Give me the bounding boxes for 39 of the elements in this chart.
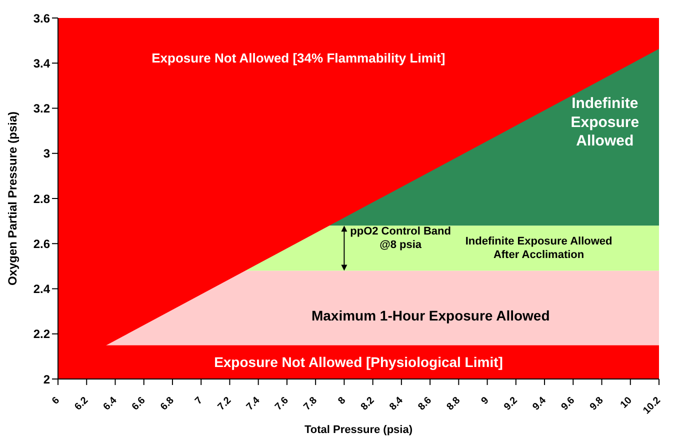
x-tick-label: 7.4 (244, 394, 263, 413)
band-label: Maximum 1-Hour Exposure Allowed (311, 307, 550, 324)
x-tick-label: 7.2 (216, 394, 234, 413)
annotation: ppO2 Control Band @8 psia (350, 225, 451, 252)
x-axis-title: Total Pressure (psia) (304, 424, 413, 436)
x-tick-label: 6.4 (102, 394, 120, 413)
x-tick-label: 9.6 (559, 394, 578, 413)
y-tick-label: 3.4 (33, 56, 50, 70)
x-tick-label: 9.2 (502, 394, 520, 413)
x-tick-label: 10.2 (641, 394, 664, 417)
y-tick-label: 3.2 (33, 102, 50, 116)
band-label: Indefinite Exposure Allowed After Acclimation (465, 235, 612, 262)
band-label: Indefinite Exposure Allowed (570, 94, 640, 150)
x-tick-label: 8.8 (444, 394, 463, 413)
y-tick-label: 2.4 (33, 282, 50, 296)
x-tick-label: 8.2 (359, 394, 378, 413)
y-tick-label: 3 (43, 146, 50, 161)
x-tick-label: 6 (50, 394, 62, 407)
x-tick-label: 9 (479, 394, 492, 407)
y-tick-label: 2 (43, 372, 50, 386)
x-tick-label: 9.8 (588, 394, 606, 413)
x-tick-label: 10 (618, 394, 635, 411)
x-tick-label: 6.2 (72, 394, 91, 413)
x-tick-label: 8.6 (416, 394, 434, 413)
x-tick-label: 6.8 (158, 394, 177, 413)
x-tick-label: 7.8 (302, 394, 320, 413)
annotation: Exposure Not Allowed [34% Flammability Limit] (152, 50, 446, 66)
band-label: Exposure Not Allowed [Physiological Limit] (214, 354, 503, 370)
y-tick-label: 2.2 (33, 327, 50, 342)
x-tick-label: 7 (193, 394, 206, 407)
x-tick-label: 8 (336, 394, 348, 407)
x-tick-label: 7.6 (273, 394, 292, 413)
y-tick-label: 2.8 (33, 192, 50, 206)
x-tick-label: 9.4 (530, 394, 549, 413)
x-tick-label: 6.6 (130, 394, 148, 413)
y-axis-title: Oxygen Partial Pressure (psia) (5, 111, 20, 286)
x-tick-label: 8.4 (388, 394, 406, 413)
y-tick-label: 3.6 (33, 11, 50, 26)
y-tick-label: 2.6 (33, 236, 50, 251)
